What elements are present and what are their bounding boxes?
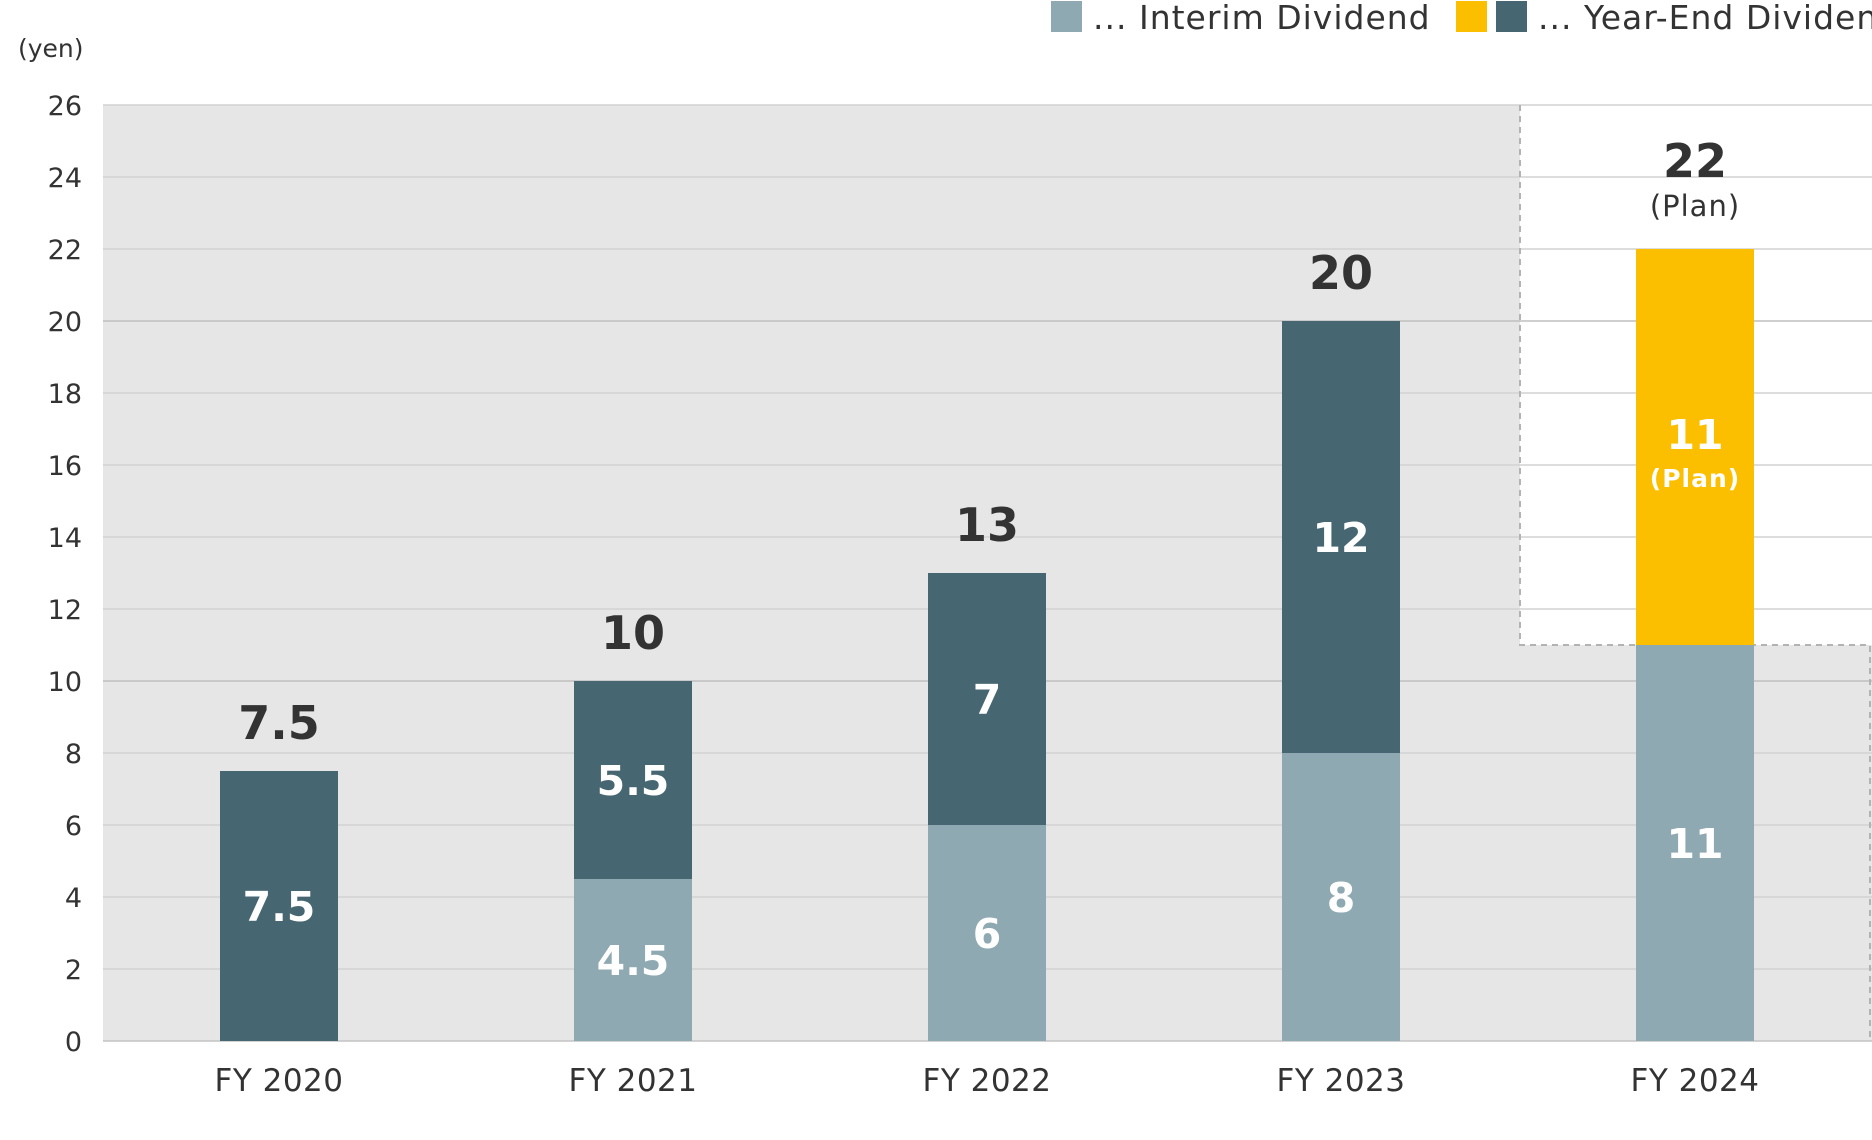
bar-total-label: 22 <box>1663 134 1727 188</box>
y-tick-label: 18 <box>48 379 82 410</box>
x-category-label: FY 2020 <box>214 1063 343 1099</box>
y-tick-label: 16 <box>48 451 82 482</box>
bar-segment-year-end <box>928 573 1046 825</box>
bar-segment-label: 4.5 <box>597 937 670 985</box>
x-category-label: FY 2023 <box>1276 1063 1405 1099</box>
y-axis-unit-label: (yen) <box>18 34 84 63</box>
bar-segment-interim <box>574 879 692 1041</box>
bar-segment-plan-note: (Plan) <box>1650 464 1740 493</box>
y-tick-label: 14 <box>48 523 82 554</box>
x-category-label: FY 2024 <box>1630 1063 1759 1099</box>
bar-segment-year-end <box>1282 321 1400 753</box>
y-tick-label: 20 <box>48 307 82 338</box>
bar-segment-interim <box>1636 645 1754 1041</box>
legend-interim-swatch <box>1051 1 1082 32</box>
legend-year-end-plan-swatch <box>1456 1 1487 32</box>
bar-segment-label: 7.5 <box>243 883 316 931</box>
bar-segment-year-end <box>574 681 692 879</box>
legend: ... Interim Dividend ... Year-End Divide… <box>1051 0 1872 37</box>
bar-segment-label: 7 <box>973 676 1002 724</box>
bar-segment-label: 8 <box>1327 874 1356 922</box>
y-tick-label: 4 <box>65 883 82 914</box>
bar-segment-label: 5.5 <box>597 757 670 805</box>
y-tick-label: 6 <box>65 811 82 842</box>
bar-total-label: 20 <box>1309 246 1373 300</box>
bar-segment-year-end <box>1636 249 1754 645</box>
bar-total-label: 7.5 <box>238 696 320 750</box>
bar-segment-interim <box>1282 753 1400 1041</box>
bars: 7.57.54.55.5106713812201111(Plan)22(Plan… <box>220 134 1754 1041</box>
x-category-label: FY 2022 <box>922 1063 1051 1099</box>
bar-segment-year-end <box>220 771 338 1041</box>
bar-total-label: 13 <box>955 498 1019 552</box>
y-tick-label: 24 <box>48 163 82 194</box>
y-tick-label: 0 <box>65 1027 82 1058</box>
legend-year-end-label: ... Year-End Dividend <box>1538 0 1872 37</box>
bar-segment-label: 12 <box>1312 514 1369 562</box>
bar-segment-label: 11 <box>1666 820 1723 868</box>
bar-total-label: 10 <box>601 606 665 660</box>
x-axis-categories: FY 2020 FY 2021 FY 2022 FY 2023 FY 2024 <box>214 1063 1759 1099</box>
x-category-label: FY 2021 <box>568 1063 697 1099</box>
y-tick-label: 10 <box>48 667 82 698</box>
y-tick-label: 2 <box>65 955 82 986</box>
bar-segment-label: 11 <box>1666 411 1723 459</box>
y-tick-label: 26 <box>48 91 82 122</box>
bar-total-plan-note: (Plan) <box>1650 189 1740 223</box>
legend-year-end-swatch <box>1496 1 1527 32</box>
y-tick-label: 12 <box>48 595 82 626</box>
legend-interim-label: ... Interim Dividend <box>1093 0 1431 37</box>
bar-segment-label: 6 <box>973 910 1002 958</box>
y-tick-label: 22 <box>48 235 82 266</box>
y-tick-label: 8 <box>65 739 82 770</box>
bar-segment-interim <box>928 825 1046 1041</box>
